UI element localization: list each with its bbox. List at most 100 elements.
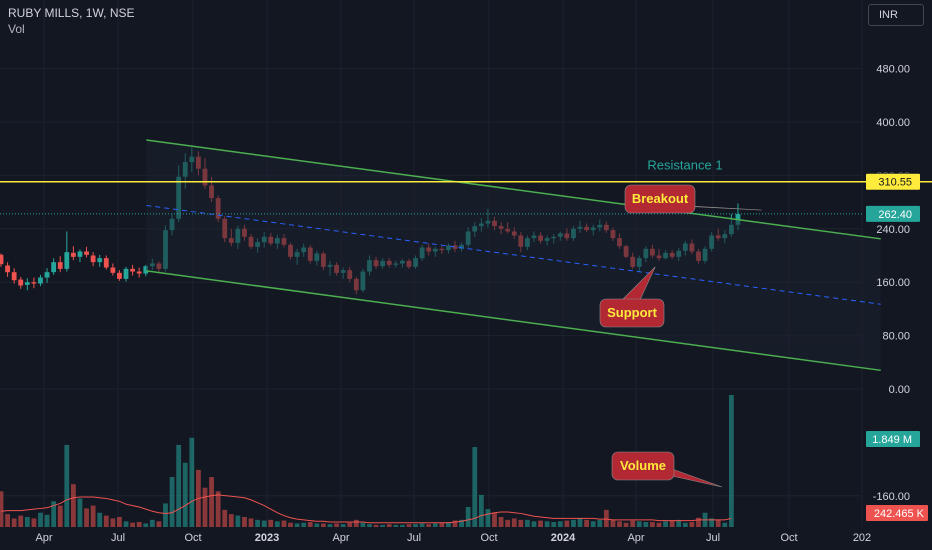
volume-bar [505,519,511,527]
volume-indicator-label[interactable]: Vol [8,22,25,36]
volume-bar [538,520,543,527]
volume-bar [31,518,37,527]
candle-body [123,268,129,279]
volume-bar [413,524,418,527]
last-price-tag-bg [866,205,920,222]
time-tick-label: Oct [780,532,797,544]
volume-bar [478,494,484,527]
volume-bar [696,517,701,527]
resistance-label: Resistance 1 [647,158,722,173]
volume-bar [472,447,478,527]
volume-bar [51,501,57,527]
candle-body [24,282,30,285]
volume-bar [485,509,491,527]
drawings: Resistance 1 Breakout Support Volume [0,139,932,488]
volume-bar [182,462,188,527]
volume-bar [630,520,636,527]
candle-body [57,262,63,269]
price-tick-label: -160.00 [873,491,910,503]
price-tick-label: 160.00 [876,277,910,289]
volume-bar [584,519,590,527]
time-tick-label: Apr [35,532,52,544]
time-tick-label: 2023 [255,532,279,544]
candle-body [136,271,142,274]
time-tick-label: Oct [480,532,497,544]
volume-last-tag: 1.849 M [872,434,912,446]
volume-bar [222,509,228,527]
volume-ma-tag-bg [866,505,928,521]
candle-body [0,254,4,265]
volume-bar [18,515,24,527]
volume-bar [294,523,300,527]
volume-bar [386,524,392,527]
volume-bar [347,522,353,527]
volume-bar [682,522,688,527]
currency-selector[interactable]: INR [868,4,924,26]
volume-bar [439,522,445,527]
volume-bar [307,522,313,527]
volume-bar [24,517,30,527]
callout-text: Breakout [632,191,689,206]
volume-bar [288,522,293,527]
volume-bar [11,518,17,527]
volume-ma-line [0,494,732,524]
callout-breakout: Breakout [624,184,762,214]
volume-bar [117,517,122,527]
candle-body [64,252,70,269]
volume-last-tag-bg [866,431,920,447]
candle-body [103,258,109,268]
volume-bar [77,498,83,527]
volume-bar [446,522,451,527]
volume-bar [261,520,267,527]
volume-bar [248,518,254,527]
volume-bar [557,521,563,527]
volume-bar [367,524,372,527]
volume-bar [617,521,622,527]
volume-bar [465,507,471,527]
volume-bar [57,505,63,527]
volume-bar [669,520,675,527]
price-tick-label: 400.00 [876,117,910,129]
candle-body [31,282,37,284]
volume-bar [156,521,162,527]
volume-bar [70,484,76,527]
volume-bar [643,522,649,527]
volume-bar [44,514,50,527]
time-tick-label: Jul [111,532,125,544]
volume-bar [525,519,530,527]
volume-bar [728,395,734,527]
resistance-price-tag-bg [866,173,920,190]
price-labels: 310.55 262.40 1.849 M 242.465 K [866,173,928,521]
volume-bar [577,518,583,527]
volume-bar [84,508,89,527]
channel-lower-line [146,270,881,372]
candle-body [117,272,122,279]
price-tick-label: 0.00 [889,384,910,396]
candle-body [110,267,116,273]
volume-bar [255,519,261,527]
volume-bar [689,522,695,527]
callout-text: Volume [620,458,666,473]
candle-body [18,279,24,286]
candle-body [51,262,57,273]
volume-bar [676,519,682,527]
volume-bar [498,517,504,527]
volume-bar [242,517,247,527]
volume-bar [373,524,379,527]
volume-bar [597,519,603,527]
time-tick-label: Apr [627,532,644,544]
candle-body [130,268,135,272]
resistance-price-tag: 310.55 [878,177,912,189]
volume-bar [636,521,642,527]
volume-bar [103,515,109,527]
volume-bar [64,444,70,527]
candle-body [5,265,10,273]
volume-bar [399,524,405,527]
volume-bar [228,514,234,527]
time-tick-label: Jul [407,532,421,544]
volume-bar [531,521,537,527]
callout-box [599,298,665,328]
volume-bar [209,477,214,527]
volume-bar [38,512,43,527]
